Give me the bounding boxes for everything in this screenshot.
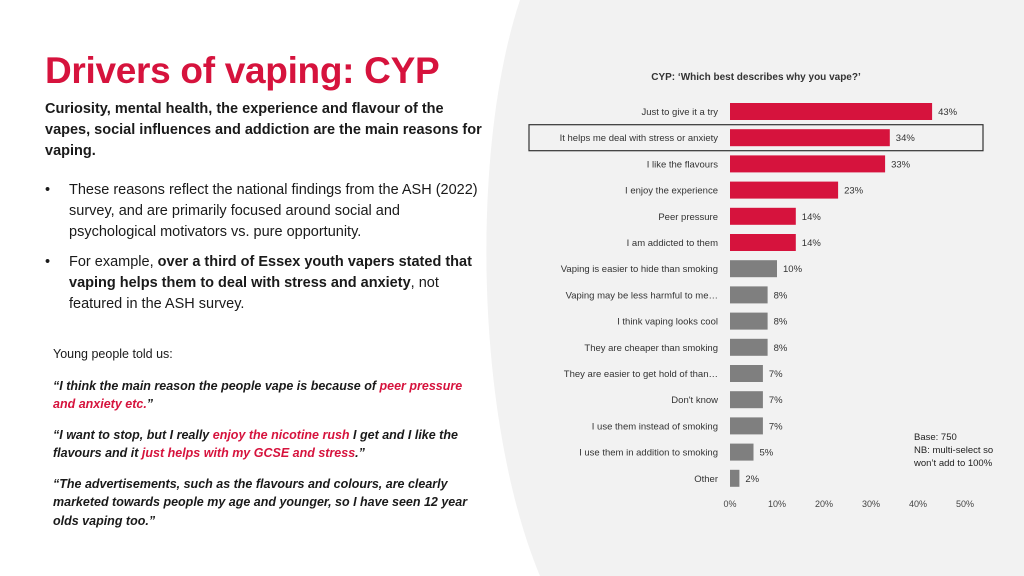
quote-text: .” (355, 446, 365, 460)
category-label: Don't know (671, 395, 718, 406)
category-label: I use them instead of smoking (592, 421, 718, 432)
quotes-list: “I think the main reason the people vape… (53, 377, 473, 531)
category-label: I like the flavours (647, 159, 719, 170)
category-label: I use them in addition to smoking (579, 448, 718, 459)
quote-text: “I want to stop, but I really (53, 427, 213, 442)
quotes-intro: Young people told us: (53, 347, 173, 361)
quote-highlight: just helps with my GCSE and stress (141, 446, 356, 460)
x-tick-label: 30% (862, 499, 880, 509)
value-label: 8% (774, 317, 788, 328)
category-label: They are cheaper than smoking (584, 343, 718, 354)
base-note-line: Base: 750 (914, 432, 957, 443)
bar (730, 391, 763, 409)
value-label: 14% (802, 238, 822, 249)
quote-text: ” (146, 397, 154, 411)
category-label: Just to give it a try (641, 107, 718, 118)
quote-highlight: enjoy the nicotine rush (212, 427, 350, 442)
bar (730, 234, 796, 251)
bar (730, 469, 740, 487)
bullet-text: over a third of Essex youth vapers state… (69, 254, 472, 291)
page-subtitle: Curiosity, mental health, the experience… (45, 101, 482, 159)
bullet-item: • These reasons reflect the national find… (45, 180, 485, 243)
value-label: 10% (783, 264, 803, 275)
quote-text: “I think the main reason the people vape… (53, 378, 380, 393)
x-tick-label: 0% (723, 499, 736, 509)
category-label: I enjoy the experience (625, 186, 718, 197)
bar (730, 286, 768, 304)
category-label: Vaping may be less harmful to me… (566, 290, 718, 301)
x-tick-label: 50% (956, 499, 974, 509)
bar (730, 207, 796, 225)
quote-text: I get and I like the flavours and it (53, 427, 458, 461)
bar (730, 365, 763, 382)
bullet-text: , not featured in the ASH survey. (69, 275, 439, 312)
bullet-text: For example, (69, 254, 158, 270)
bar (730, 181, 839, 199)
quote-highlight: peer pressure and anxiety etc. (53, 378, 463, 412)
highlight-box (528, 124, 984, 152)
value-label: 23% (844, 186, 864, 197)
chart-title: CYP: ‘Which best describes why you vape?… (651, 72, 861, 83)
category-label: It helps me deal with stress or anxiety (560, 133, 719, 144)
value-label: 14% (802, 212, 822, 223)
category-label: They are easier to get hold of than… (564, 369, 718, 380)
bar (730, 103, 933, 120)
quote: “The advertisements, such as the flavour… (53, 475, 473, 531)
bullet-list: • These reasons reflect the national find… (45, 180, 485, 324)
bullet-item: • For example, over a third of Essex yout… (45, 252, 485, 315)
value-label: 2% (745, 474, 759, 485)
value-label: 7% (769, 395, 783, 406)
chart-x-ticks: 0% 10% 20% 30% 40% 50% (723, 499, 974, 509)
category-label: Peer pressure (658, 212, 718, 223)
category-label: Other (694, 474, 718, 485)
bar (730, 338, 768, 356)
bullet-dot: • (45, 254, 51, 270)
quote-text: “The advertisements, such as the flavour… (53, 476, 468, 528)
bullet-text: These reasons reflect the national findi… (69, 182, 478, 240)
category-label: I am addicted to them (627, 238, 718, 249)
bar (730, 312, 768, 330)
bar (730, 443, 754, 461)
value-label: 8% (774, 343, 788, 354)
chart-bars: Just to give it a try 43% It helps me deal… (528, 103, 984, 487)
value-label: 34% (896, 133, 916, 144)
nb-note-line: NB: multi-select so won’t add to 100% (914, 445, 994, 469)
bullet-dot: • (45, 182, 51, 198)
value-label: 7% (769, 421, 783, 432)
bar (730, 260, 777, 278)
bar (730, 155, 886, 173)
quote: “I want to stop, but I really enjoy the … (53, 426, 473, 463)
value-label: 7% (769, 369, 783, 380)
value-label: 43% (938, 107, 958, 118)
quotes-section: Young people told us: “I think the main … (53, 345, 473, 542)
base-note: Base: 750 NB: multi-select so won’t add … (914, 431, 1014, 470)
category-label: Vaping is easier to hide than smoking (561, 264, 718, 275)
category-label: I think vaping looks cool (617, 317, 718, 328)
bar (730, 129, 890, 147)
x-tick-label: 40% (909, 499, 927, 509)
value-label: 8% (774, 290, 788, 301)
value-label: 33% (891, 159, 911, 170)
x-tick-label: 10% (768, 499, 786, 509)
quote: “I think the main reason the people vape… (53, 377, 473, 414)
value-label: 5% (760, 448, 774, 459)
x-tick-label: 20% (815, 499, 833, 509)
page-title: Drivers of vaping: CYP (45, 50, 440, 91)
bar (730, 417, 763, 435)
